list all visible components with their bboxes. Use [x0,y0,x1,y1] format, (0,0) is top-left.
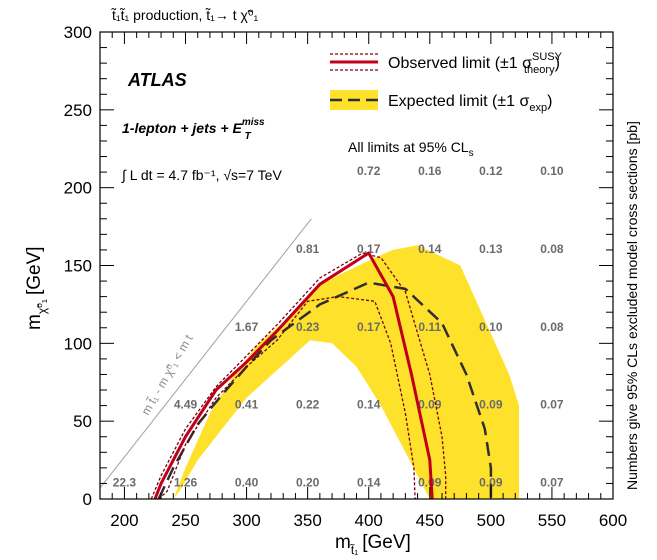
cls-note-main: All limits at 95% CL [348,139,469,155]
y-axis-title: mχ̃⁰₁ [GeV] [24,246,49,330]
chart-top-label: t̃₁t̃₁ production, t̃₁→ t χ̃⁰₁ [111,7,259,23]
x-tick-label: 450 [416,511,444,530]
channel-label: 1-lepton + jets + Emiss T [122,117,265,142]
legend-observed-text: Observed limit (±1 σ [388,55,532,72]
cross-section-label: 0.41 [235,398,259,412]
legend-observed-label: Observed limit (±1 σSUSY theory) [388,51,563,76]
cross-section-label: 0.10 [479,320,503,334]
cross-section-label: 0.07 [540,398,564,412]
legend-expected-text: Expected limit (±1 σ [388,93,529,110]
cross-section-label: 0.09 [418,398,442,412]
y-tick-label: 150 [64,257,92,276]
right-axis-note: Numbers give 95% CLs excluded model cros… [624,121,640,490]
cross-section-label: 0.16 [418,164,442,178]
cross-section-label: 0.40 [235,476,259,490]
experiment-label: ATLAS [127,70,187,90]
cross-section-label: 22.3 [113,476,137,490]
observed-plus-sigma-line [150,252,447,500]
legend-expected-sub: exp [529,102,547,114]
axis-ticks: 200 250 300 350 400 450 500 550 600 0 50 100 150 200 2… [64,23,628,530]
cross-section-label: 0.07 [540,476,564,490]
cross-section-label: 0.22 [296,398,320,412]
x-tick-label: 350 [293,511,321,530]
channel-label-sub: T [245,131,252,142]
legend-expected-label: Expected limit (±1 σexp) [388,93,552,114]
x-tick-label: 500 [477,511,505,530]
observed-limit-line [153,251,434,500]
legend-observed-sub: theory [524,64,555,76]
cross-section-label: 0.81 [296,242,320,256]
y-tick-label: 0 [83,490,92,509]
x-tick-label: 250 [171,511,199,530]
y-axis-title-main: m [24,314,45,330]
cross-section-label: 0.14 [418,242,442,256]
cross-section-label: 0.14 [357,476,381,490]
y-tick-label: 300 [64,23,92,42]
cross-section-label: 0.12 [479,164,503,178]
channel-label-sup: miss [242,117,265,128]
legend: Observed limit (±1 σSUSY theory) Expected… [330,51,563,114]
legend-observed-close: ) [555,55,560,72]
cls-note: All limits at 95% CLs [348,139,474,159]
x-tick-label: 200 [110,511,138,530]
y-axis-title-unit: [GeV] [24,246,45,295]
x-axis-title: mt̃₁ [GeV] [335,532,411,557]
luminosity-label: ∫ L dt = 4.7 fb⁻¹, √s=7 TeV [121,167,282,183]
cross-section-label: 0.13 [479,242,503,256]
y-tick-label: 250 [64,101,92,120]
x-axis-title-sub: t̃₁ [349,542,358,557]
expected-band [173,245,520,499]
x-tick-label: 300 [232,511,260,530]
cross-section-label: 0.23 [296,320,320,334]
x-axis-title-unit: [GeV] [362,532,411,553]
cross-section-label: 1.26 [174,476,198,490]
x-tick-label: 400 [355,511,383,530]
cross-section-label: 0.11 [418,320,441,334]
kinematic-boundary-line [99,218,312,489]
cross-section-label: 4.49 [174,398,198,412]
cross-section-label: 0.08 [540,320,564,334]
cross-section-label: 0.09 [479,476,503,490]
cross-section-label: 1.67 [235,320,259,334]
cross-section-label: 0.14 [357,398,381,412]
y-axis-title-sub: χ̃⁰₁ [35,299,49,314]
x-tick-label: 600 [599,511,627,530]
cls-note-sub: s [469,148,474,159]
legend-expected-close: ) [547,93,552,110]
cross-section-label: 0.09 [479,398,503,412]
channel-label-main: 1-lepton + jets + E [122,120,242,136]
y-tick-label: 200 [64,179,92,198]
bands-layer [173,245,520,499]
cross-section-label: 0.17 [357,320,381,334]
limit-lines-layer [150,251,493,500]
observed-minus-sigma-line [158,295,416,500]
x-tick-label: 550 [538,511,566,530]
legend-observed-sup: SUSY [532,51,563,63]
cross-section-label: 0.10 [540,164,564,178]
x-axis-title-main: m [335,532,351,553]
cross-section-label: 0.72 [357,164,381,178]
y-tick-label: 100 [64,334,92,353]
cross-section-label: 0.20 [296,476,320,490]
y-tick-label: 50 [73,412,92,431]
cross-section-label: 0.08 [540,242,564,256]
